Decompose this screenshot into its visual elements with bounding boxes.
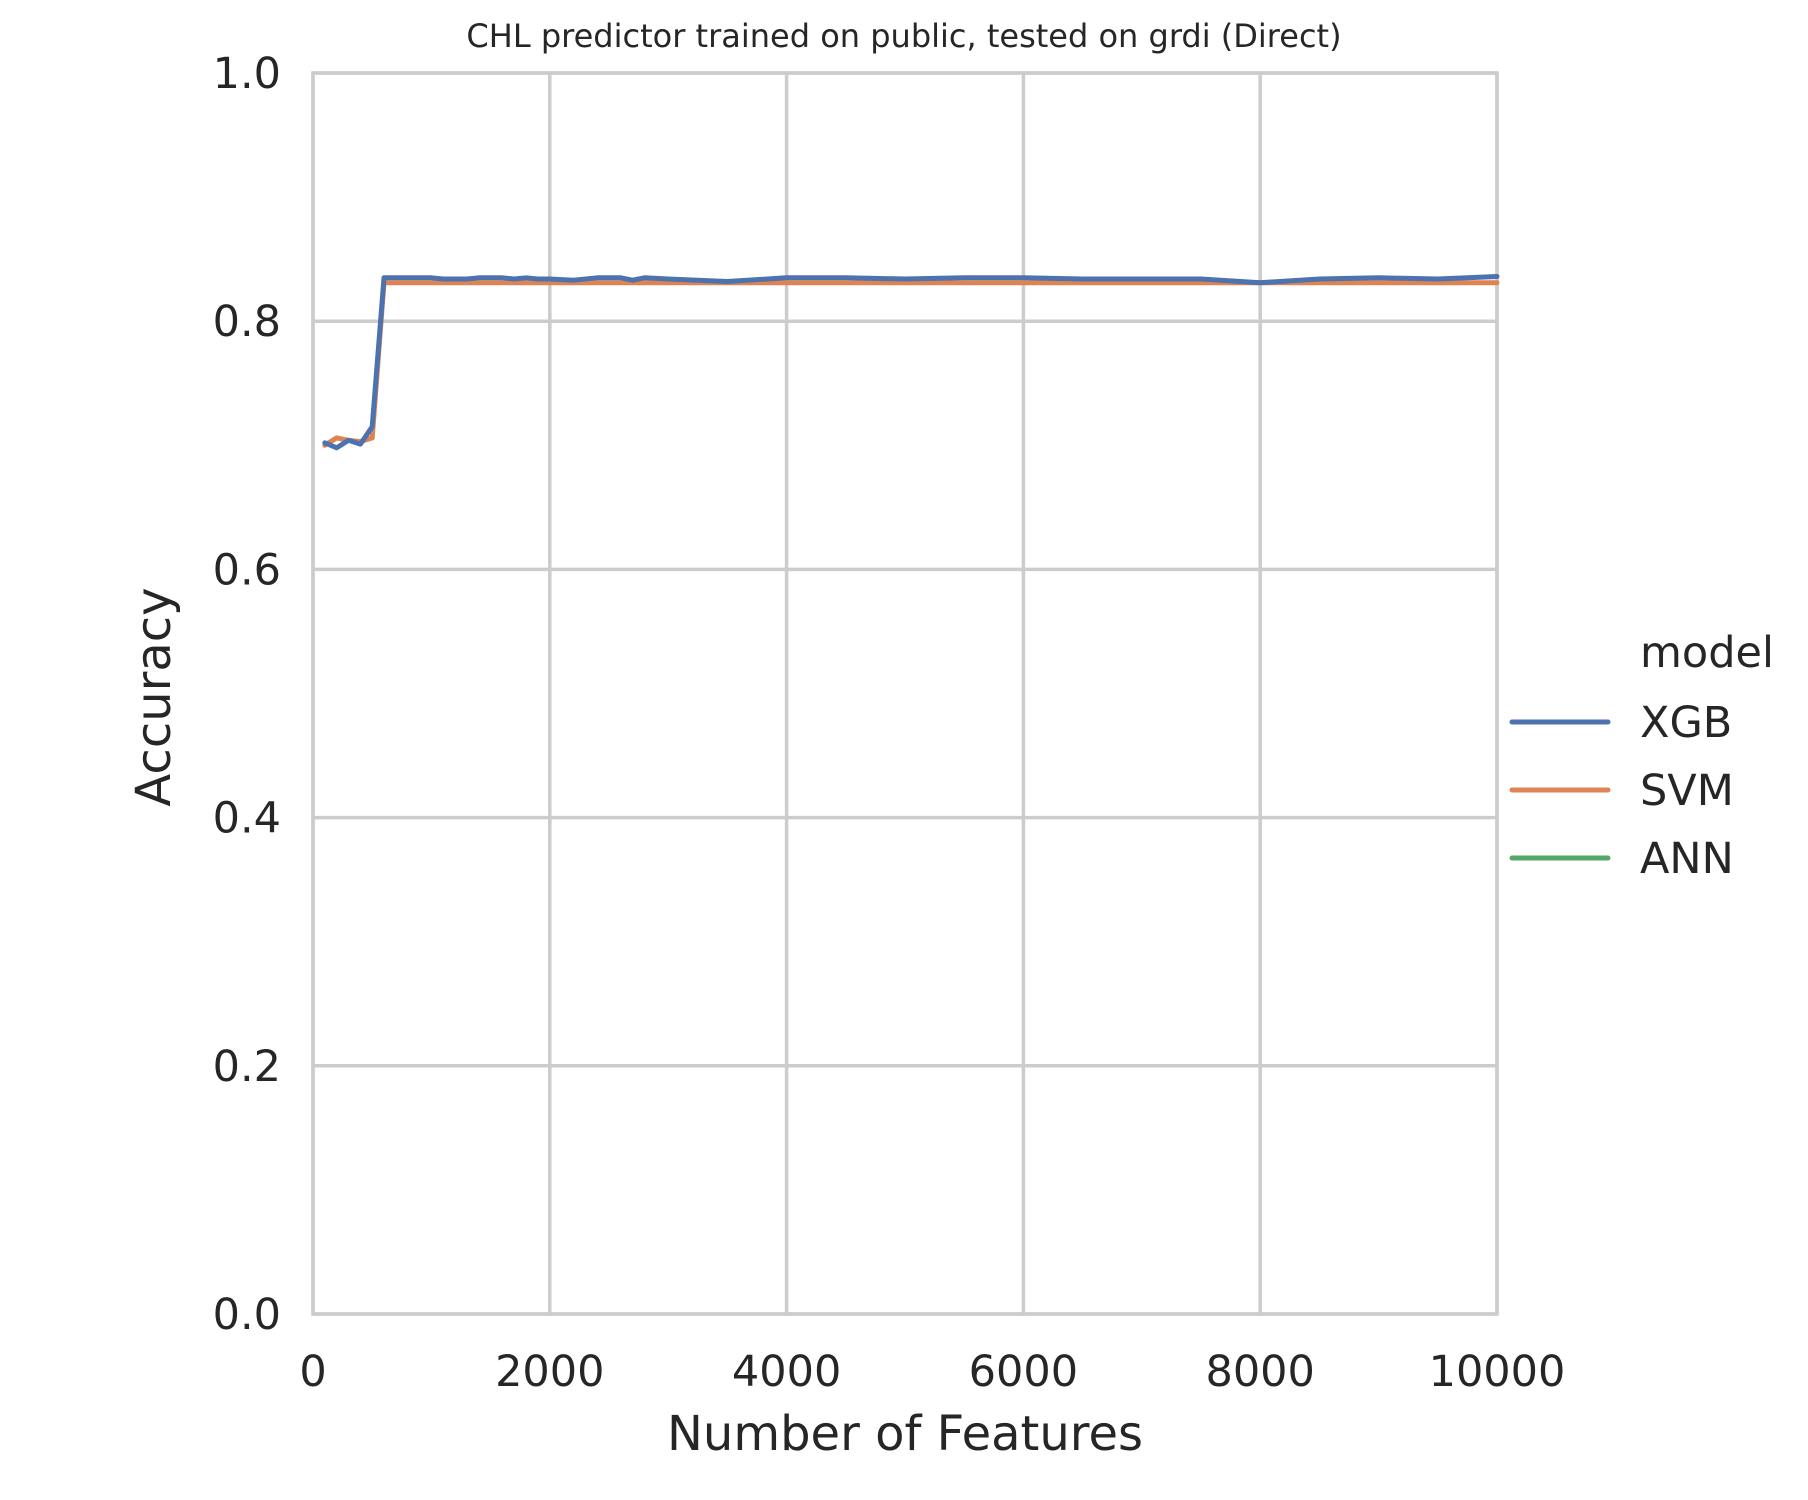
chart-title: CHL predictor trained on public, tested … xyxy=(466,17,1341,55)
axis-ticks: 0 2000 4000 6000 8000 10000 0.0 0.2 0.4 0.6 0.8 1.0 xyxy=(213,49,1566,1397)
x-axis-label: Number of Features xyxy=(667,1406,1143,1462)
y-tick-label: 0.0 xyxy=(213,1290,281,1340)
plot-series xyxy=(322,274,1500,451)
grid xyxy=(311,71,1499,1316)
series-line-xgb xyxy=(322,274,1500,451)
y-tick-label: 0.6 xyxy=(213,545,281,595)
legend-label-svm: SVM xyxy=(1640,766,1734,816)
x-tick-label: 10000 xyxy=(1429,1347,1566,1397)
series-line-svm xyxy=(322,280,1500,448)
y-tick-label: 1.0 xyxy=(213,49,281,99)
x-tick-label: 2000 xyxy=(495,1347,604,1397)
x-tick-label: 8000 xyxy=(1205,1347,1314,1397)
x-tick-label: 4000 xyxy=(732,1347,841,1397)
x-tick-label: 0 xyxy=(299,1347,326,1397)
y-axis-label: Accuracy xyxy=(126,587,182,806)
legend-title: model xyxy=(1640,628,1774,678)
x-tick-label: 6000 xyxy=(969,1347,1078,1397)
legend-label-xgb: XGB xyxy=(1640,698,1732,748)
plot-frame xyxy=(311,71,1499,1316)
legend-label-ann: ANN xyxy=(1640,834,1734,884)
y-tick-label: 0.8 xyxy=(213,297,281,347)
y-tick-label: 0.4 xyxy=(213,794,281,844)
y-tick-label: 0.2 xyxy=(213,1042,281,1092)
legend: model XGB SVM ANN xyxy=(1509,628,1774,884)
